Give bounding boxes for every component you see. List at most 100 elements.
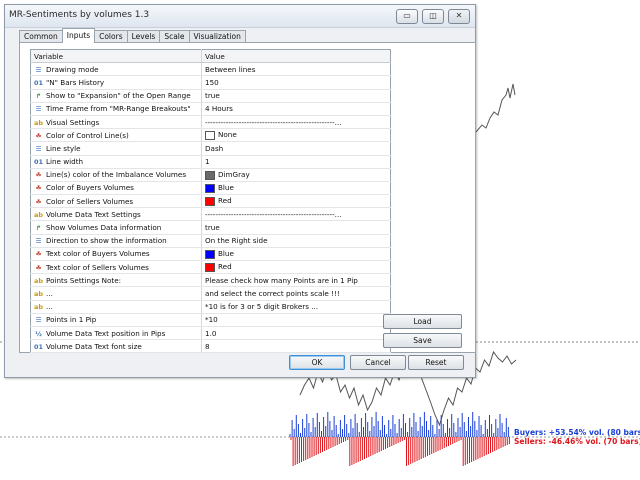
value-column-header[interactable]: Value xyxy=(201,49,391,64)
color-swatch xyxy=(205,183,215,193)
value-cell[interactable]: On the Right side xyxy=(201,234,391,248)
tab-visualization[interactable]: Visualization xyxy=(188,30,246,43)
variable-label: Show to "Expansion" of the Open Range xyxy=(46,91,191,101)
value-cell[interactable]: 4 Hours xyxy=(201,102,391,116)
table-row[interactable]: 01 Volume Data Text font size 8 xyxy=(30,339,391,354)
value-text: 8 xyxy=(205,341,210,351)
variable-cell: ab... xyxy=(30,286,202,301)
value-text: ----------------------------------------… xyxy=(205,117,342,127)
table-row[interactable]: 01 "N" Bars History 150 xyxy=(30,75,391,90)
cancel-button[interactable]: Cancel xyxy=(350,355,406,370)
variable-label: ... xyxy=(46,288,53,298)
value-cell[interactable]: Please check how many Points are in 1 Pi… xyxy=(201,273,391,288)
value-text: Dash xyxy=(205,143,224,153)
table-row[interactable]: ☘ Line(s) color of the Imbalance Volumes D… xyxy=(30,168,391,182)
variable-cell: ☘ Text color of Sellers Volumes xyxy=(30,260,202,275)
value-cell[interactable]: 150 xyxy=(201,75,391,90)
value-cell[interactable]: *10 xyxy=(201,313,391,327)
tab-inputs[interactable]: Inputs xyxy=(61,28,96,43)
value-text: *10 is for 3 or 5 digit Brokers ... xyxy=(205,302,319,312)
minimize-icon[interactable]: ▭ xyxy=(396,9,418,24)
value-cell[interactable]: Blue xyxy=(201,181,391,196)
value-cell[interactable]: ----------------------------------------… xyxy=(201,207,391,222)
table-row[interactable]: ☘ Color of Sellers Volumes Red xyxy=(30,194,391,209)
value-text: Red xyxy=(218,196,232,206)
save-button[interactable]: Save xyxy=(383,333,462,348)
color-swatch xyxy=(205,130,215,140)
variable-cell: ☘ Text color of Buyers Volumes xyxy=(30,247,202,262)
color-icon: ☘ xyxy=(35,131,42,140)
variable-cell: ab Visual Settings xyxy=(30,115,202,130)
table-row[interactable]: ☰ Direction to show the information On the… xyxy=(30,234,391,248)
table-row[interactable]: ☰ Line style Dash xyxy=(30,141,391,156)
close-icon[interactable]: ✕ xyxy=(448,9,470,24)
table-row[interactable]: ↱ Show Volumes Data information true xyxy=(30,220,391,235)
value-cell[interactable]: Blue xyxy=(201,247,391,262)
string-icon: ab xyxy=(34,210,44,219)
table-row[interactable]: ☘ Text color of Buyers Volumes Blue xyxy=(30,247,391,262)
table-row[interactable]: ☘ Color of Buyers Volumes Blue xyxy=(30,181,391,196)
bool-icon: ↱ xyxy=(35,92,42,101)
value-text: 150 xyxy=(205,77,219,87)
color-swatch xyxy=(205,170,215,180)
value-cell[interactable]: 1 xyxy=(201,155,391,169)
value-cell[interactable]: None xyxy=(201,128,391,143)
inputs-table: Variable Value ☰ Drawing mode Between line… xyxy=(30,49,391,354)
variable-label: "N" Bars History xyxy=(46,77,105,87)
table-row[interactable]: 01 Line width 1 xyxy=(30,155,391,169)
variable-cell: ☰ Direction to show the information xyxy=(30,234,202,248)
color-swatch xyxy=(205,249,215,259)
value-cell[interactable]: Between lines xyxy=(201,62,391,77)
value-text: true xyxy=(205,223,220,233)
value-cell[interactable]: Dash xyxy=(201,141,391,156)
value-text: On the Right side xyxy=(205,236,268,246)
value-text: 1.0 xyxy=(205,328,217,338)
variable-label: Time Frame from "MR-Range Breakouts" xyxy=(46,104,191,114)
value-cell[interactable]: Red xyxy=(201,194,391,209)
window-title: MR-Sentiments by volumes 1.3 xyxy=(9,10,150,20)
value-text: DimGray xyxy=(218,170,250,180)
title-bar[interactable]: MR-Sentiments by volumes 1.3 ▭ ◫ ✕ xyxy=(5,5,475,28)
value-cell[interactable]: *10 is for 3 or 5 digit Brokers ... xyxy=(201,300,391,314)
reset-button[interactable]: Reset xyxy=(408,355,464,370)
table-row[interactable]: ab Volume Data Text Settings -------------… xyxy=(30,207,391,222)
enum-icon: ☰ xyxy=(35,316,42,325)
ok-button[interactable]: OK xyxy=(289,355,345,370)
value-text: Between lines xyxy=(205,64,256,74)
value-cell[interactable]: ----------------------------------------… xyxy=(201,115,391,130)
variable-cell: 01 Line width xyxy=(30,155,202,169)
table-row[interactable]: ↱ Show to "Expansion" of the Open Range tr… xyxy=(30,89,391,103)
color-icon: ☘ xyxy=(35,197,42,206)
value-cell[interactable]: 8 xyxy=(201,339,391,354)
value-cell[interactable]: Red xyxy=(201,260,391,275)
int-icon: 01 xyxy=(34,342,44,351)
table-row[interactable]: ☰ Points in 1 Pip *10 xyxy=(30,313,391,327)
variable-label: Visual Settings xyxy=(46,117,100,127)
table-row[interactable]: ab Points Settings Note: Please check how … xyxy=(30,273,391,288)
table-row[interactable]: ☰ Drawing mode Between lines xyxy=(30,62,391,77)
table-row[interactable]: ab... and select the correct points scale… xyxy=(30,286,391,301)
value-cell[interactable]: and select the correct points scale !!! xyxy=(201,286,391,301)
table-row[interactable]: ab... *10 is for 3 or 5 digit Brokers ... xyxy=(30,300,391,314)
value-cell[interactable]: 1.0 xyxy=(201,326,391,341)
table-row[interactable]: ☰ Time Frame from "MR-Range Breakouts" 4 H… xyxy=(30,102,391,116)
variable-label: Points in 1 Pip xyxy=(46,315,97,325)
table-row[interactable]: ab Visual Settings -----------------------… xyxy=(30,115,391,130)
variable-label: Color of Buyers Volumes xyxy=(46,183,134,193)
value-text: Please check how many Points are in 1 Pi… xyxy=(205,275,358,285)
restore-icon[interactable]: ◫ xyxy=(422,9,444,24)
variable-cell: 01 "N" Bars History xyxy=(30,75,202,90)
table-row[interactable]: ☘ Color of Control Line(s) None xyxy=(30,128,391,143)
value-cell[interactable]: DimGray xyxy=(201,168,391,182)
color-swatch xyxy=(205,196,215,206)
table-row[interactable]: ☘ Text color of Sellers Volumes Red xyxy=(30,260,391,275)
value-text: Red xyxy=(218,262,232,272)
value-cell[interactable]: true xyxy=(201,220,391,235)
load-button[interactable]: Load xyxy=(383,314,462,329)
enum-icon: ☰ xyxy=(35,105,42,114)
table-row[interactable]: ½ Volume Data Text position in Pips 1.0 xyxy=(30,326,391,341)
variable-column-header[interactable]: Variable xyxy=(30,49,202,64)
value-cell[interactable]: true xyxy=(201,89,391,103)
int-icon: 01 xyxy=(34,78,44,87)
variable-cell: ab... xyxy=(30,300,202,314)
